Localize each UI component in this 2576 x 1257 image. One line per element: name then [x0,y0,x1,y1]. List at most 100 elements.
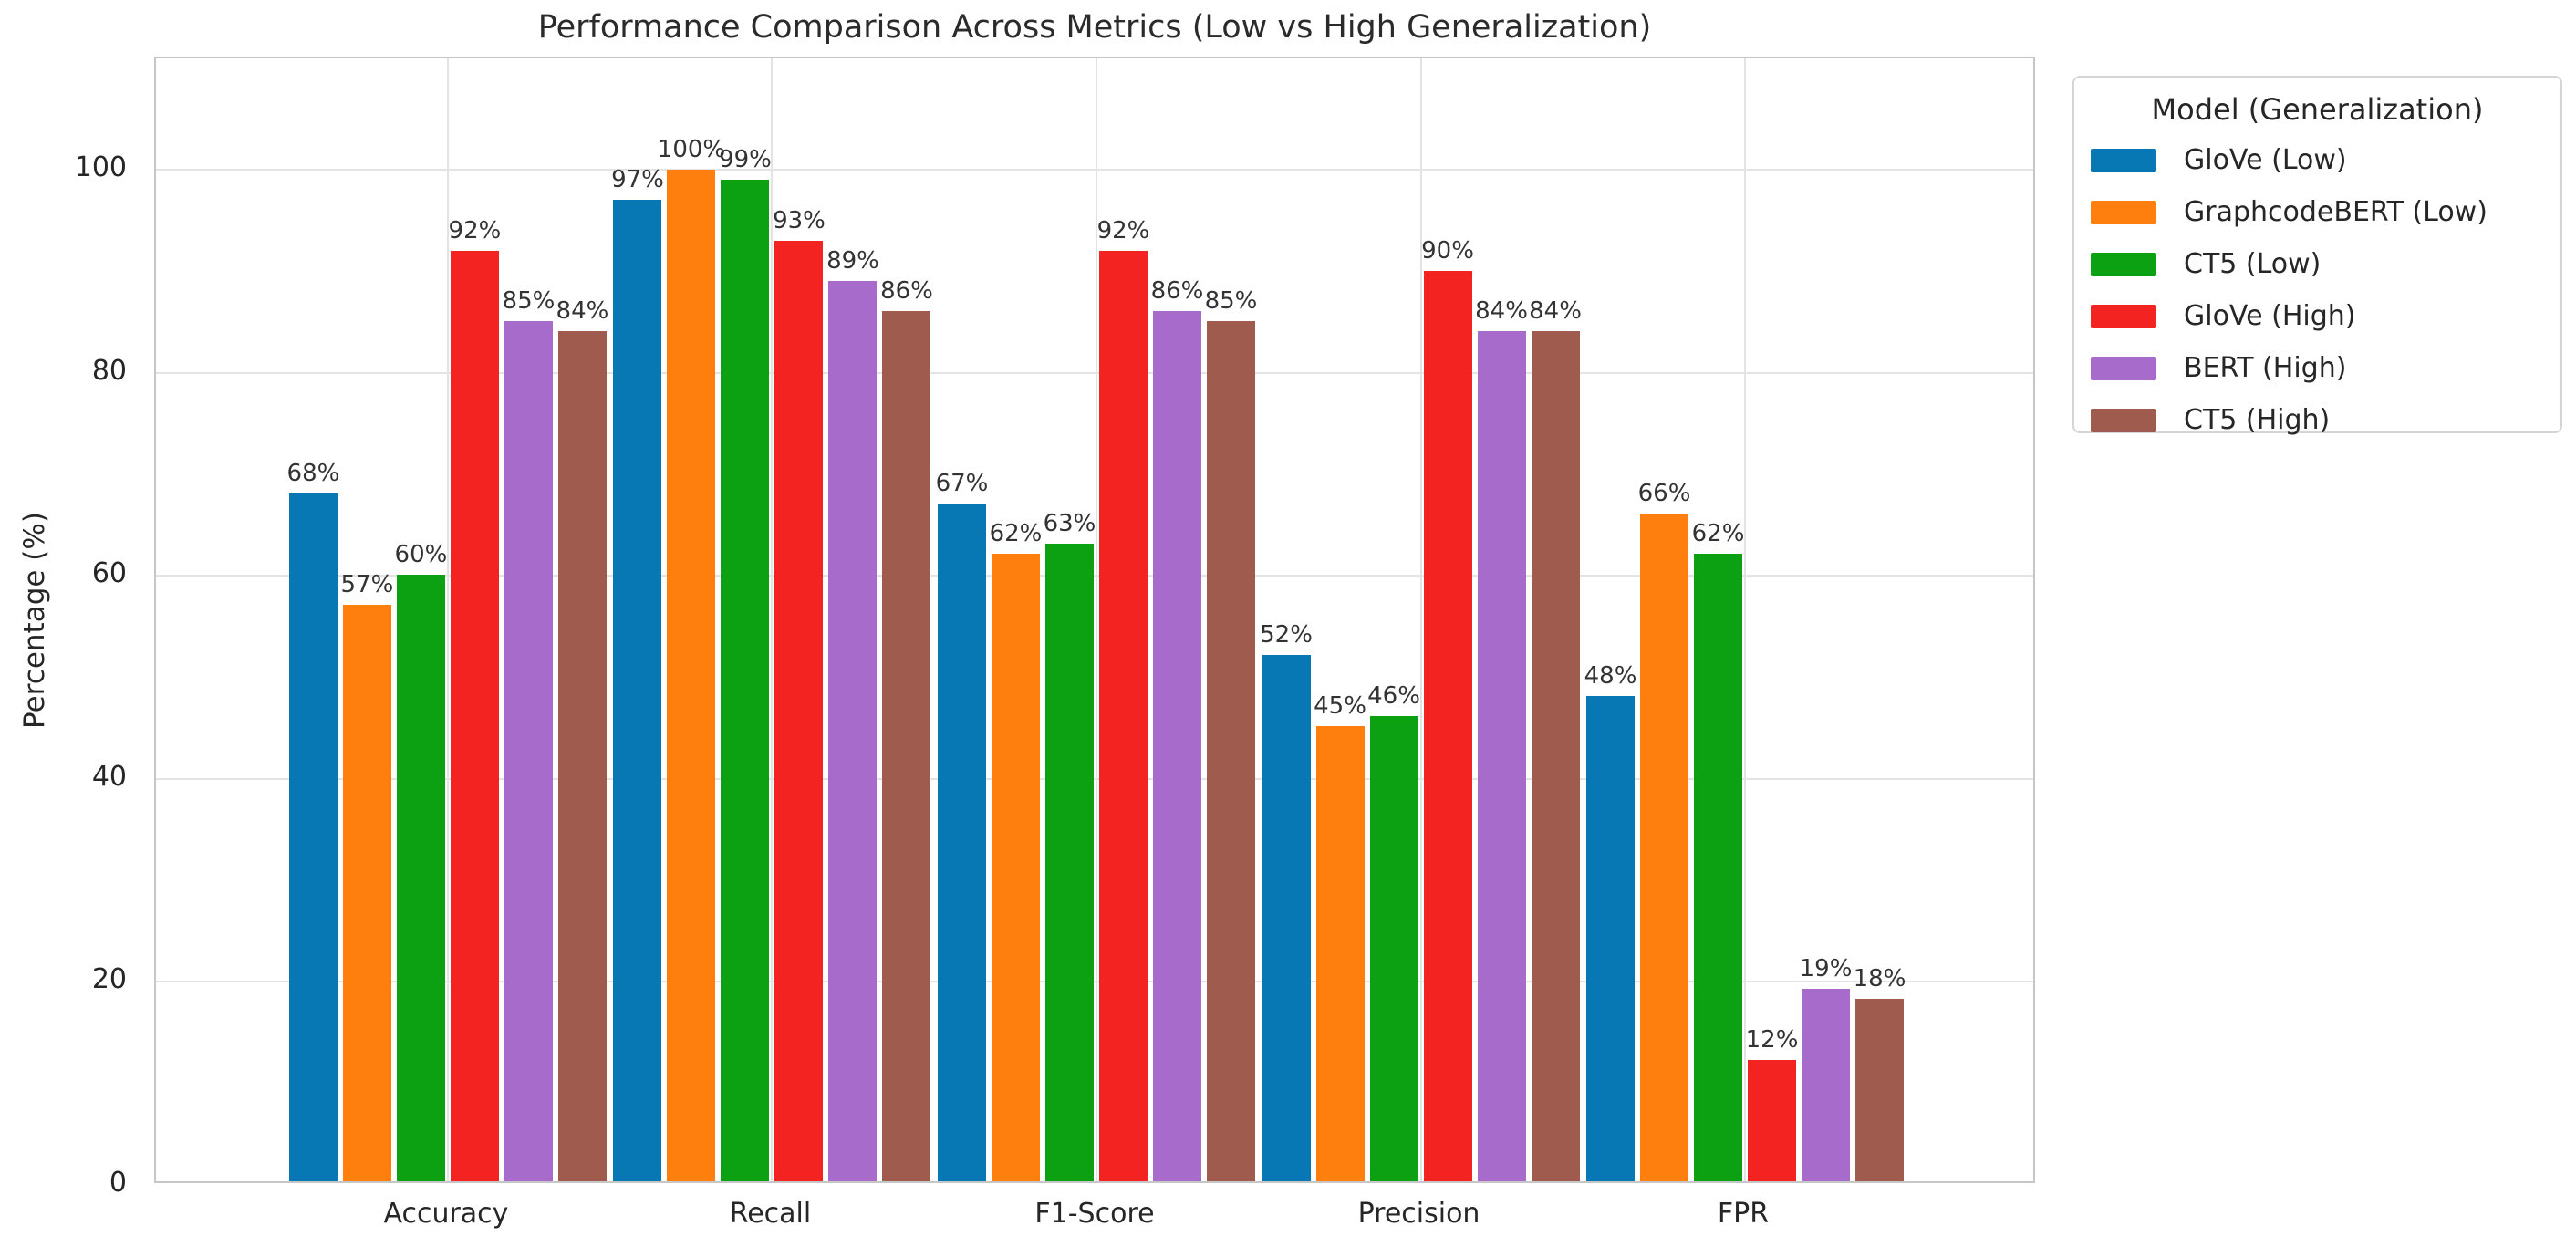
legend-item: CT5 (Low) [2074,238,2560,290]
bar-value-label: 84% [556,297,609,326]
bar-value-label: 85% [502,287,556,316]
legend-swatch [2091,200,2156,224]
gridline-x-3 [1419,58,1422,1181]
bar: 63% [1044,510,1096,1181]
bar-group-f1-score: 67% 62% 63% 92% 86% 85% [936,58,1257,1181]
bar-value-label: 89% [826,246,879,275]
legend-item-label: GraphcodeBERT (Low) [2184,196,2488,228]
x-tick-label: F1-Score [1034,1198,1155,1230]
bar-value-label: 99% [719,146,772,174]
gridline-x-4 [1744,58,1747,1181]
gridline-y-60 [156,575,2033,577]
bar: 100% [658,136,725,1181]
bar-value-label: 63% [1043,510,1096,538]
legend-swatch [2091,148,2156,172]
bar-value-label: 100% [657,136,726,163]
bar-value-label: 18% [1853,965,1906,993]
legend-item-label: BERT (High) [2184,352,2347,384]
plot-area: 68% 57% 60% 92% 85% 84% 97% 100% 99% 93% 89% 86% 67%… [154,57,2035,1183]
bar-value-label: 86% [1150,277,1204,306]
bar: 45% [1314,692,1366,1181]
bar: 93% [773,207,826,1181]
bar: 12% [1746,1026,1798,1181]
gridline-y-20 [156,981,2033,983]
bar: 60% [395,541,447,1181]
bar-group-recall: 97% 100% 99% 93% 89% 86% [611,58,933,1181]
bar-value-label: 97% [611,166,664,194]
bar-value-label: 57% [340,570,394,598]
bar: 57% [341,571,393,1181]
legend-items: GloVe (Low) GraphcodeBERT (Low) CT5 (Low) G… [2074,134,2560,446]
legend-item-label: CT5 (High) [2184,404,2331,436]
legend-swatch [2091,356,2156,380]
bar-value-label: 60% [394,540,448,568]
legend-item-label: GloVe (High) [2184,300,2356,332]
bar-value-label: 92% [448,216,502,244]
gridline-x-1 [771,58,774,1181]
gridline-x-2 [1096,58,1097,1181]
bar: 90% [1421,237,1474,1181]
bar: 85% [1205,287,1257,1181]
chart-title: Performance Comparison Across Metrics (L… [537,9,1652,46]
bar-value-label: 66% [1637,480,1691,508]
y-tick-label: 0 [109,1167,127,1199]
bar: 18% [1854,965,1906,1181]
legend-swatch [2091,304,2156,328]
bar-group-accuracy: 68% 57% 60% 92% 85% 84% [287,58,608,1181]
y-tick-label: 80 [91,354,127,387]
bar: 67% [936,470,988,1181]
bar-value-label: 85% [1204,287,1258,316]
bar-value-label: 62% [989,520,1043,548]
legend-item: GloVe (Low) [2074,134,2560,186]
bar-value-label: 92% [1096,216,1150,244]
bar-value-label: 62% [1691,520,1745,548]
bar-group-precision: 52% 45% 46% 90% 84% 84% [1260,58,1582,1181]
bar-value-label: 48% [1584,661,1637,690]
y-tick-label: 20 [91,963,127,996]
y-axis-label: Percentage (%) [18,512,51,729]
legend-item: GraphcodeBERT (Low) [2074,186,2560,238]
bar-value-label: 46% [1367,681,1420,710]
legend-item: BERT (High) [2074,342,2560,394]
legend-title: Model (Generalization) [2151,92,2484,127]
bar: 99% [719,146,772,1181]
gridline-y-100 [156,169,2033,171]
bar: 92% [449,217,501,1181]
bar: 97% [611,166,664,1181]
bar: 85% [503,287,555,1181]
bar: 52% [1260,621,1313,1181]
bar-value-label: 68% [286,459,340,487]
bar-group-fpr: 48% 66% 62% 12% 19% 18% [1584,58,1906,1181]
bar-value-label: 67% [935,469,989,497]
bar-value-label: 45% [1314,691,1366,720]
bar: 48% [1584,662,1636,1181]
bar-value-label: 52% [1260,621,1313,649]
bar-value-label: 19% [1799,955,1853,983]
bar-value-label: 84% [1475,297,1528,326]
gridline-y-80 [156,371,2033,374]
y-tick-label: 40 [91,760,127,793]
bar-value-label: 86% [880,277,933,306]
bar: 62% [990,520,1042,1181]
bar: 84% [556,297,608,1181]
bar-value-label: 12% [1745,1025,1799,1054]
x-tick-label: Precision [1357,1198,1480,1230]
bar: 86% [880,277,933,1181]
bar: 84% [1529,297,1582,1181]
x-tick-label: Recall [729,1198,812,1230]
bar: 62% [1692,520,1744,1181]
y-tick-label: 60 [91,557,127,590]
x-tick-label: FPR [1717,1198,1770,1230]
legend-item: CT5 (High) [2074,394,2560,446]
bar: 19% [1800,955,1852,1181]
legend-item: GloVe (High) [2074,290,2560,342]
gridline-y-40 [156,777,2033,780]
legend-item-label: CT5 (Low) [2184,248,2322,280]
legend-swatch [2091,408,2156,432]
legend-swatch [2091,252,2156,276]
bar-value-label: 93% [773,206,826,234]
bar: 68% [287,460,339,1181]
gridline-x-0 [446,58,449,1181]
bar: 89% [826,247,879,1181]
